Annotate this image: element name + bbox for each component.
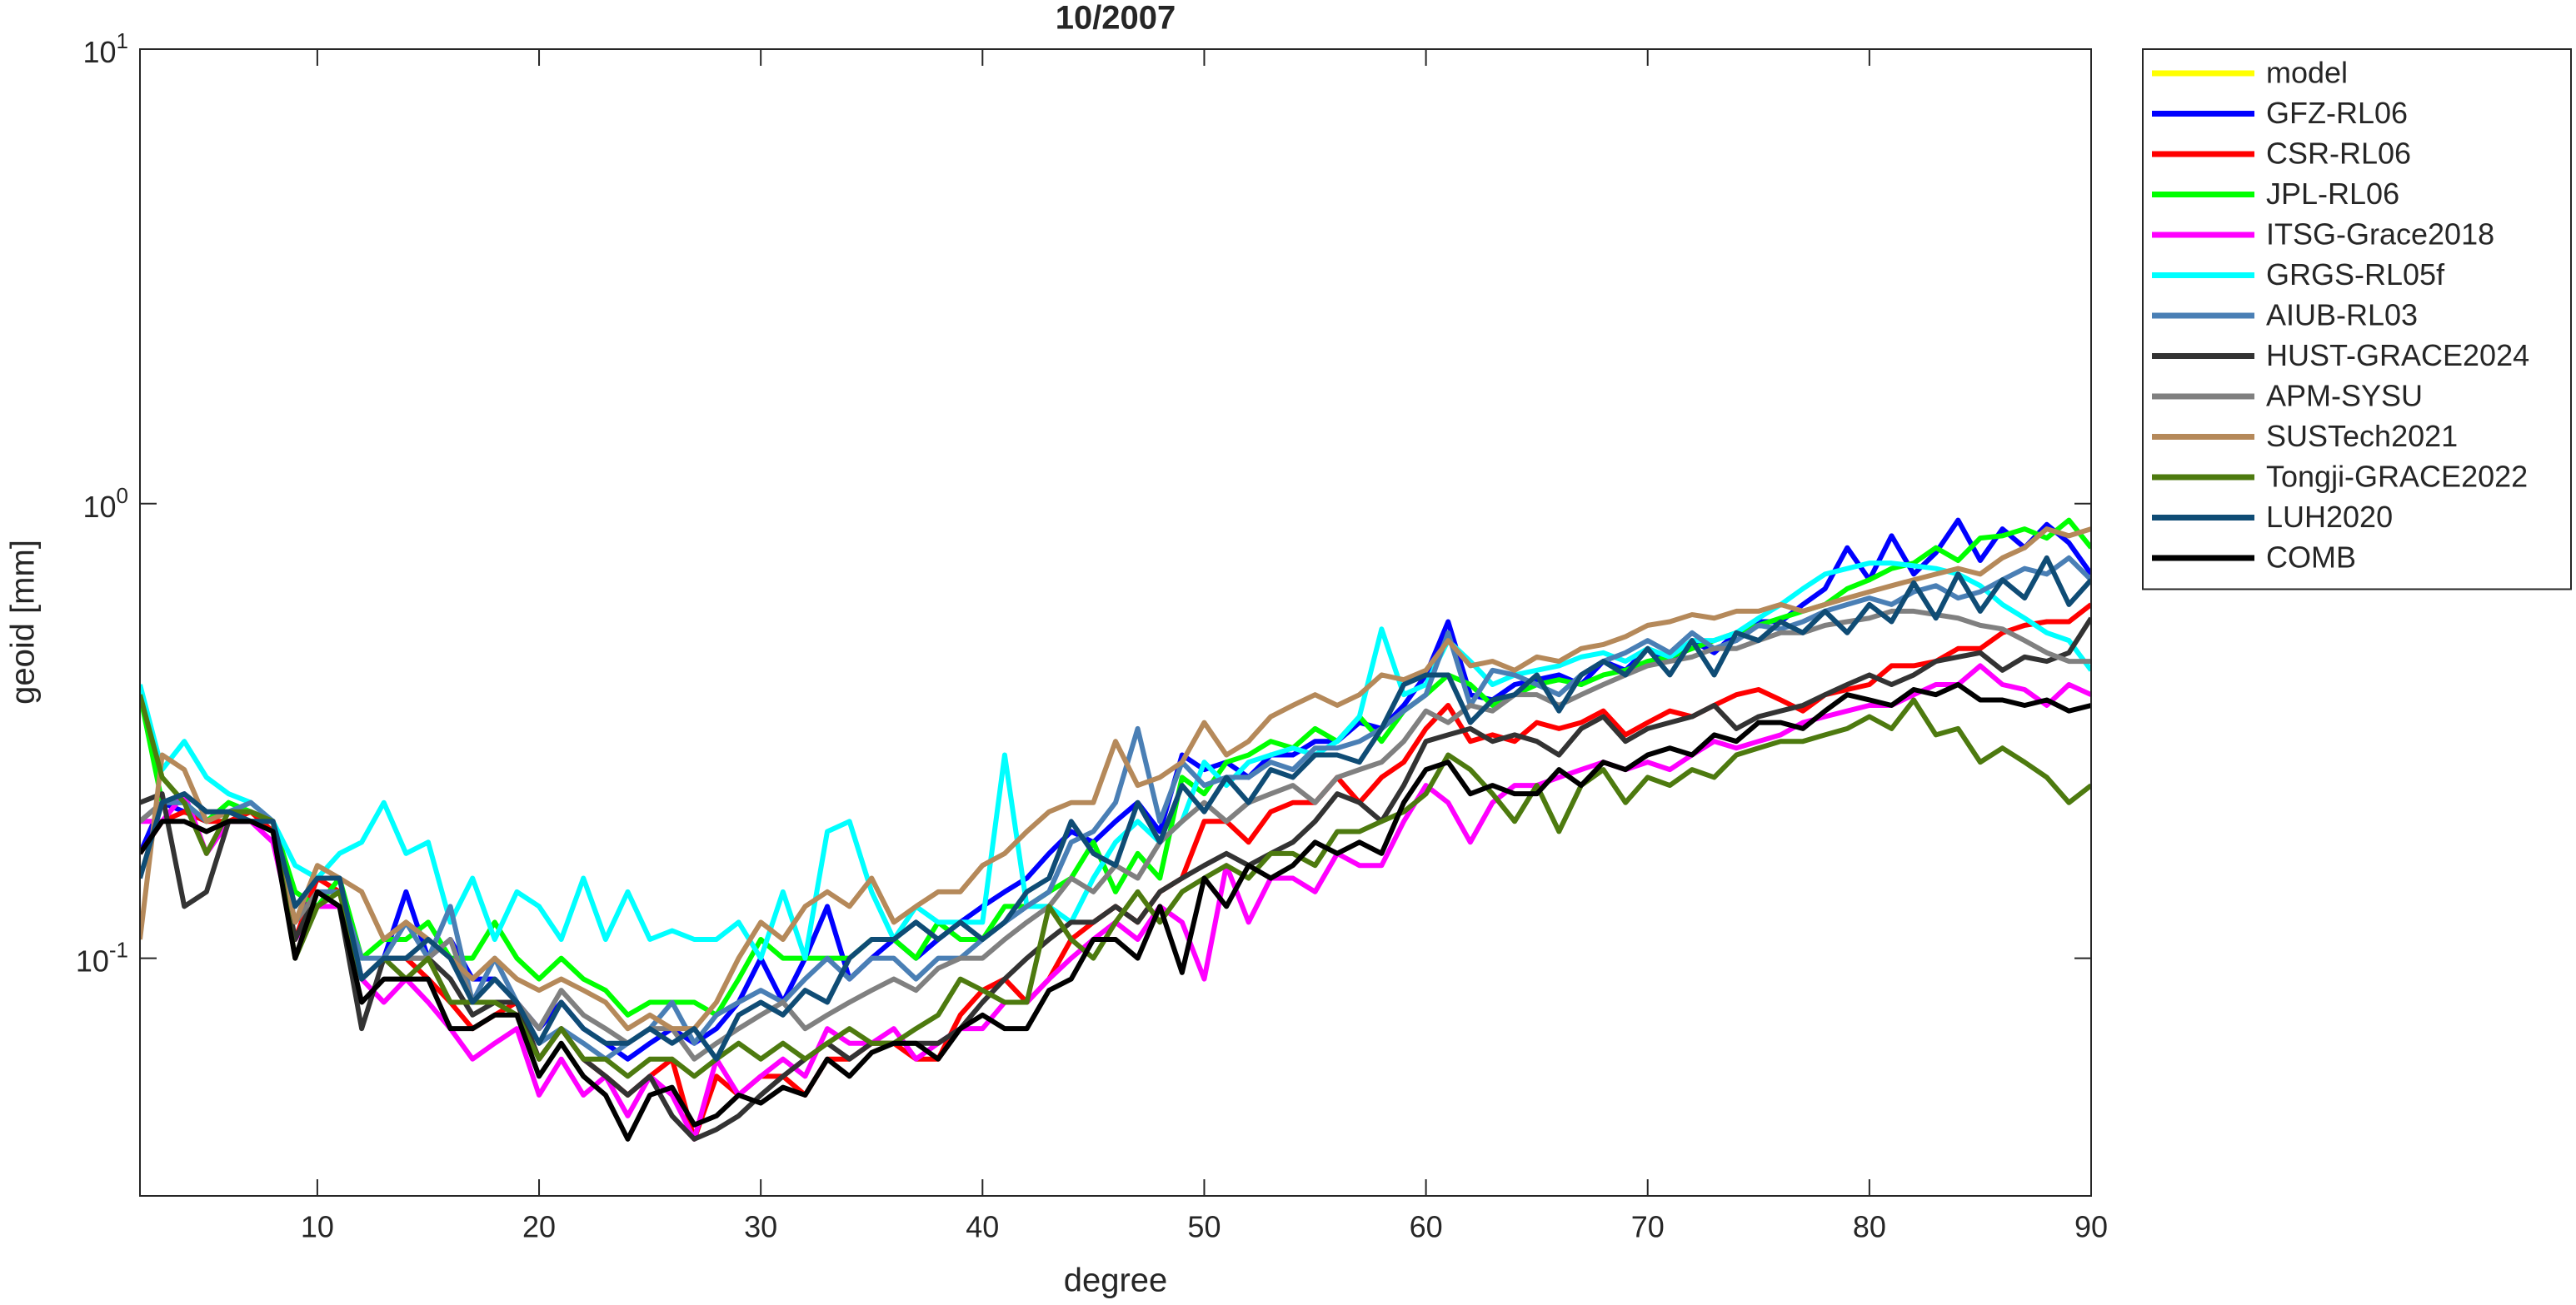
y-tick-label: 101 <box>82 28 128 69</box>
x-tick-label: 90 <box>2074 1210 2108 1244</box>
x-tick-label: 30 <box>744 1210 777 1244</box>
legend-label: SUSTech2021 <box>2266 419 2458 453</box>
legend-label: HUST-GRACE2024 <box>2266 338 2529 372</box>
series-line <box>140 560 2091 961</box>
series-line <box>140 555 2091 1062</box>
x-tick-label: 50 <box>1187 1210 1221 1244</box>
legend-label: CSR-RL06 <box>2266 137 2411 171</box>
legend-label: model <box>2266 56 2348 90</box>
chart-title: 10/2007 <box>1056 0 1176 37</box>
x-tick-label: 40 <box>966 1210 999 1244</box>
legend-label: GRGS-RL05f <box>2266 257 2445 291</box>
y-tick-label: 10-1 <box>76 937 128 978</box>
legend-label: COMB <box>2266 540 2356 575</box>
plot-frame <box>139 48 2092 1197</box>
y-tick-label: 100 <box>82 483 128 524</box>
legend-label: ITSG-Grace2018 <box>2266 217 2494 252</box>
legend-label: GFZ-RL06 <box>2266 96 2408 130</box>
legend-label: APM-SYSU <box>2266 379 2423 413</box>
x-tick-label: 80 <box>1853 1210 1886 1244</box>
series-line <box>140 517 2091 1018</box>
x-tick-label: 20 <box>522 1210 556 1244</box>
series-line <box>140 682 2091 1142</box>
series-line <box>140 694 2091 1079</box>
legend-label: Tongji-GRACE2022 <box>2266 460 2528 494</box>
x-tick-label: 10 <box>301 1210 334 1244</box>
series-line <box>140 526 2091 1032</box>
x-tick-label: 70 <box>1631 1210 1665 1244</box>
x-tick-label: 60 <box>1410 1210 1443 1244</box>
legend-label: AIUB-RL03 <box>2266 298 2418 332</box>
x-axis-label: degree <box>1064 1263 1168 1299</box>
legend-label: LUH2020 <box>2266 500 2393 534</box>
legend-box <box>2142 48 2572 590</box>
y-axis-label: geoid [mm] <box>5 540 42 705</box>
legend-label: JPL-RL06 <box>2266 177 2399 211</box>
